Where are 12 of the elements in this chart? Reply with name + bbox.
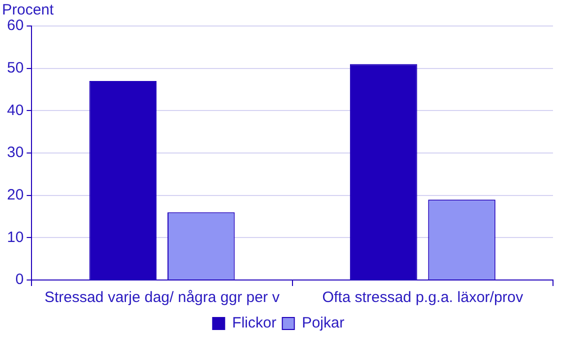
y-tick-label: 50 [6, 59, 24, 76]
legend-label: Pojkar [302, 314, 344, 332]
legend-label: Flickor [232, 314, 276, 332]
x-tick-label: Ofta stressad p.g.a. läxor/prov [322, 289, 524, 306]
y-tick-label: 10 [6, 228, 24, 246]
y-tick-label: 30 [6, 144, 24, 162]
y-axis-title: Procent [2, 2, 55, 19]
y-tick-label: 0 [15, 271, 24, 288]
x-tick-label: Stressad varje dag/ några ggr per v [44, 289, 280, 306]
y-tick-label: 20 [6, 186, 24, 204]
y-tick-label: 60 [6, 17, 24, 34]
y-tick-label: 40 [6, 102, 24, 119]
